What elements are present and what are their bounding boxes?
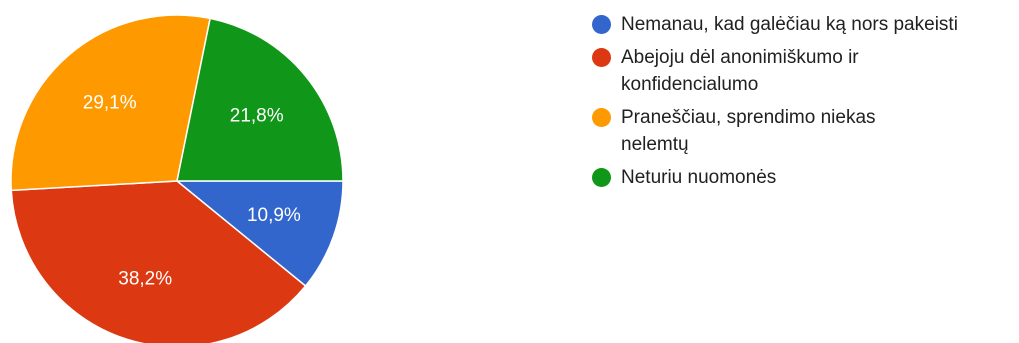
legend: Nemanau, kad galėčiau ką nors pakeisti A… bbox=[592, 11, 1012, 197]
pie-slice-label: 10,9% bbox=[247, 205, 301, 226]
legend-item-pranesciau[interactable]: Praneščiau, sprendimo niekas nelemtų bbox=[592, 104, 1012, 158]
legend-item-neturiu[interactable]: Neturiu nuomonės bbox=[592, 164, 1012, 191]
pie-slice[interactable] bbox=[10, 180, 307, 343]
legend-swatch bbox=[592, 15, 611, 34]
pie-slice[interactable] bbox=[174, 180, 344, 288]
legend-swatch bbox=[592, 168, 611, 187]
pie-slices bbox=[10, 14, 344, 343]
legend-item-nemanau[interactable]: Nemanau, kad galėčiau ką nors pakeisti bbox=[592, 11, 1012, 38]
pie-slice-label: 29,1% bbox=[83, 93, 137, 114]
legend-swatch bbox=[592, 108, 611, 127]
pie-slice-labels: 10,9% 38,2% 29,1% 21,8% bbox=[83, 93, 301, 290]
legend-swatch bbox=[592, 48, 611, 67]
legend-label: Nemanau, kad galėčiau ką nors pakeisti bbox=[621, 14, 958, 35]
legend-label: Neturiu nuomonės bbox=[621, 167, 777, 188]
pie-slice[interactable] bbox=[10, 14, 212, 192]
pie-slice-label: 38,2% bbox=[118, 268, 172, 289]
legend-item-abejoju[interactable]: Abejoju dėl anonimiškumo ir konfidencial… bbox=[592, 44, 1012, 98]
pie-slice[interactable] bbox=[176, 17, 344, 182]
legend-label: Abejoju dėl anonimiškumo ir konfidencial… bbox=[621, 47, 859, 95]
legend-label: Praneščiau, sprendimo niekas nelemtų bbox=[621, 107, 876, 155]
pie-slice-label: 21,8% bbox=[230, 105, 284, 126]
